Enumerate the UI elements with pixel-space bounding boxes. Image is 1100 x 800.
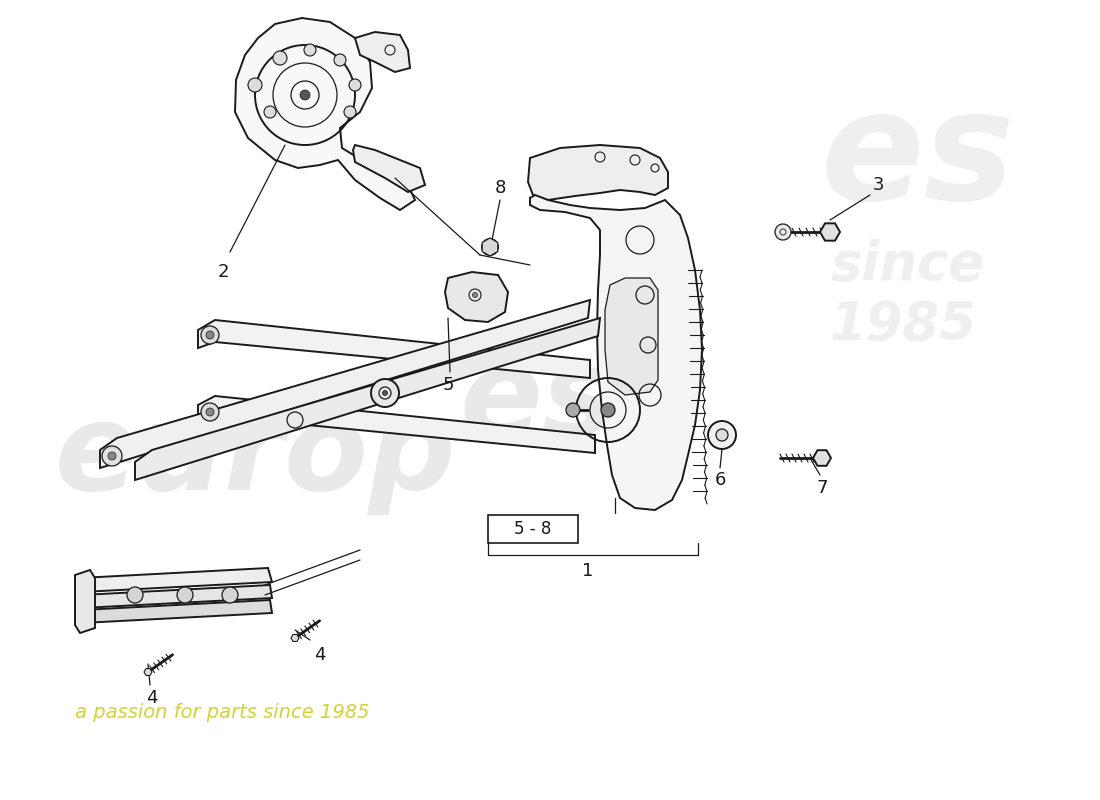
Circle shape [349,79,361,91]
Polygon shape [482,238,498,256]
Circle shape [716,429,728,441]
Circle shape [708,421,736,449]
Text: 1: 1 [582,562,594,580]
Circle shape [248,78,262,92]
Circle shape [264,106,276,118]
Text: es: es [820,83,1014,232]
Circle shape [273,51,287,65]
Polygon shape [75,570,95,633]
Polygon shape [135,318,600,480]
Circle shape [201,326,219,344]
Polygon shape [198,396,595,453]
Polygon shape [198,320,590,378]
Polygon shape [353,145,425,192]
Circle shape [383,390,387,395]
Polygon shape [446,272,508,322]
Polygon shape [528,145,668,200]
Circle shape [566,403,580,417]
Text: 4: 4 [146,689,157,707]
Polygon shape [355,32,410,72]
Polygon shape [820,223,840,241]
Text: 8: 8 [494,179,506,197]
Circle shape [776,224,791,240]
Circle shape [222,587,238,603]
Polygon shape [813,450,830,466]
Polygon shape [530,195,702,510]
Polygon shape [80,568,272,592]
Polygon shape [144,669,152,675]
Circle shape [371,379,399,407]
Circle shape [126,587,143,603]
Circle shape [206,331,214,339]
Circle shape [108,452,115,460]
Text: europ: europ [55,398,456,515]
Polygon shape [82,585,272,608]
Circle shape [177,587,192,603]
FancyBboxPatch shape [488,515,578,543]
Circle shape [334,54,346,66]
Circle shape [300,90,310,100]
Text: a passion for parts since 1985: a passion for parts since 1985 [75,703,370,722]
Circle shape [102,446,122,466]
Text: 6: 6 [714,471,726,489]
Polygon shape [100,300,590,468]
Text: 3: 3 [872,176,883,194]
Text: since
1985: since 1985 [830,238,984,351]
Text: 2: 2 [218,263,229,281]
Text: 5: 5 [442,376,453,394]
Circle shape [601,403,615,417]
Polygon shape [605,278,658,395]
Circle shape [201,403,219,421]
Text: 4: 4 [315,646,326,664]
Circle shape [473,293,477,298]
Polygon shape [235,18,415,210]
Text: es: es [460,343,616,460]
Circle shape [206,408,214,416]
Text: 5 - 8: 5 - 8 [515,520,552,538]
Circle shape [304,44,316,56]
Polygon shape [82,600,272,623]
Polygon shape [292,634,299,642]
Text: 7: 7 [816,479,827,497]
Circle shape [344,106,356,118]
